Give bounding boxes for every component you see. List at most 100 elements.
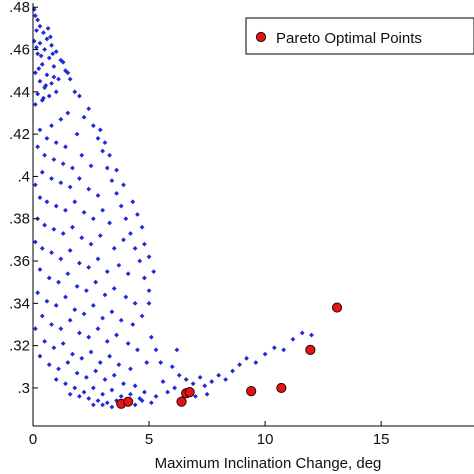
- scatter-point: [56, 279, 61, 285]
- x-tick-label: 10: [257, 431, 274, 448]
- scatter-point: [60, 161, 66, 167]
- scatter-point: [104, 339, 110, 344]
- scatter-point: [118, 317, 124, 323]
- scatter-point: [41, 95, 46, 101]
- scatter-point: [39, 245, 45, 251]
- scatter-point: [34, 28, 39, 33]
- scatter-point: [42, 222, 48, 228]
- scatter-point: [135, 212, 140, 217]
- scatter-point: [72, 385, 78, 391]
- scatter-point: [86, 334, 92, 340]
- scatter-point: [60, 59, 66, 65]
- scatter-point: [83, 288, 89, 294]
- scatter-point: [148, 334, 154, 340]
- scatter-point: [42, 47, 48, 52]
- legend-marker-pareto-icon: [255, 31, 267, 43]
- scatter-point: [230, 368, 236, 374]
- scatter-point: [104, 269, 110, 275]
- scatter-point: [70, 165, 75, 171]
- scatter-point: [93, 279, 99, 285]
- scatter-point: [95, 398, 101, 404]
- scatter-point: [114, 167, 119, 173]
- scatter-point: [88, 163, 94, 169]
- scatter-point: [128, 366, 133, 372]
- scatter-point: [193, 393, 198, 399]
- scatter-point: [65, 70, 71, 76]
- scatter-point: [86, 396, 92, 401]
- scatter-point: [204, 391, 210, 397]
- scatter-point: [102, 140, 108, 145]
- scatter-point: [237, 362, 242, 368]
- scatter-point: [43, 83, 49, 88]
- scatter-point: [165, 389, 171, 395]
- scatter-point: [53, 203, 59, 209]
- scatter-point: [49, 123, 54, 129]
- scatter-point: [169, 364, 175, 370]
- scatter-point: [118, 203, 124, 209]
- scatter-point: [123, 294, 129, 300]
- scatter-point: [109, 404, 115, 410]
- y-tick-label: .46: [9, 42, 30, 59]
- scatter-point: [72, 89, 78, 95]
- scatter-point: [35, 17, 41, 23]
- pareto-point: [276, 382, 287, 394]
- scatter-point: [32, 13, 38, 19]
- scatter-point: [37, 127, 43, 133]
- scatter-point: [202, 383, 208, 389]
- scatter-point: [49, 322, 54, 327]
- scatter-point: [35, 91, 41, 97]
- scatter-point: [104, 165, 110, 171]
- scatter-point: [51, 345, 57, 351]
- scatter-point: [35, 51, 41, 57]
- x-tick-label: 5: [145, 431, 153, 448]
- scatter-point: [46, 55, 52, 61]
- scatter-point: [77, 93, 82, 99]
- scatter-point: [102, 377, 108, 382]
- scatter-point: [142, 389, 147, 395]
- scatter-point: [107, 220, 112, 226]
- scatter-point: [81, 209, 87, 215]
- scatter-point: [58, 256, 64, 262]
- scatter-point: [114, 332, 119, 338]
- scatter-point: [197, 374, 203, 380]
- scatter-point: [139, 224, 145, 230]
- scatter-point: [72, 307, 78, 313]
- legend-box: [245, 17, 474, 55]
- x-tick-label: 15: [373, 431, 390, 448]
- pareto-point: [246, 386, 257, 397]
- scatter-point: [44, 298, 50, 304]
- scatter-point: [132, 383, 138, 389]
- scatter-point: [121, 237, 126, 243]
- scatter-point: [151, 269, 157, 275]
- legend-label-pareto: Pareto Optimal Points: [276, 30, 422, 47]
- scatter-point: [39, 169, 45, 175]
- scatter-point: [67, 76, 73, 82]
- scatter-point: [100, 402, 106, 408]
- scatter-point: [132, 402, 138, 408]
- scatter-point: [137, 258, 143, 264]
- scatter-point: [63, 294, 68, 300]
- scatter-point: [130, 322, 136, 327]
- scatter-point: [74, 131, 80, 137]
- scatter-point: [77, 176, 82, 181]
- scatter-point: [63, 207, 68, 213]
- scatter-point: [144, 360, 150, 365]
- scatter-point: [58, 180, 64, 186]
- scatter-point: [190, 381, 196, 387]
- scatter-point: [42, 85, 48, 90]
- y-tick-label: .34: [9, 295, 30, 312]
- scatter-point: [46, 93, 52, 99]
- scatter-point: [97, 360, 103, 365]
- pareto-point: [123, 396, 134, 407]
- scatter-point: [53, 49, 59, 55]
- scatter-point: [60, 341, 66, 346]
- scatter-point: [158, 360, 164, 365]
- scatter-point: [95, 135, 101, 141]
- scatter-point: [139, 398, 145, 404]
- scatter-point: [70, 224, 75, 230]
- scatter-point: [88, 349, 94, 355]
- scatter-point: [153, 347, 159, 353]
- scatter-point: [146, 254, 152, 260]
- y-tick-label: .3: [17, 380, 30, 397]
